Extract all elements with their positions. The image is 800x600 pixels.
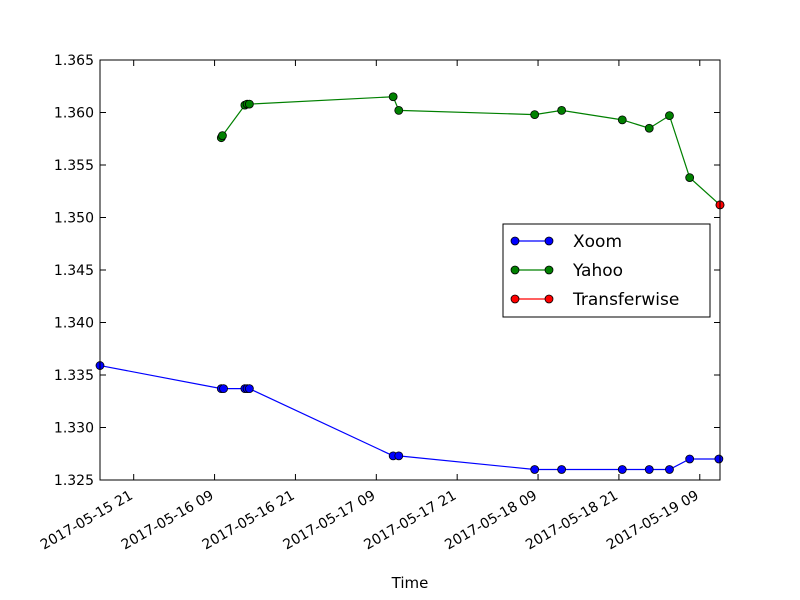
y-tick-label: 1.330 bbox=[54, 421, 94, 437]
data-point-yahoo bbox=[394, 106, 404, 115]
y-tick-label: 1.325 bbox=[54, 473, 94, 489]
legend-marker bbox=[544, 265, 554, 275]
data-point-yahoo bbox=[557, 106, 567, 115]
series-layer bbox=[95, 92, 725, 474]
legend-marker bbox=[544, 294, 554, 304]
data-point-xoom bbox=[644, 465, 654, 474]
legend-marker bbox=[510, 265, 520, 275]
data-point-xoom bbox=[617, 465, 627, 474]
y-axis: 1.325 1.330 1.335 1.340 1.345 1.350 1.355 1.360… bbox=[54, 53, 720, 489]
data-point-xoom bbox=[557, 465, 567, 474]
y-tick-label: 1.350 bbox=[54, 211, 94, 227]
x-axis-label: Time bbox=[391, 574, 429, 592]
data-point-yahoo bbox=[685, 173, 695, 183]
legend-label: Transferwise bbox=[572, 290, 679, 310]
series-line-yahoo bbox=[220, 96, 721, 206]
data-point-xoom bbox=[685, 454, 695, 464]
data-point-yahoo bbox=[218, 131, 227, 141]
data-point-yahoo bbox=[530, 110, 540, 119]
data-point-xoom bbox=[219, 384, 228, 394]
data-point-xoom bbox=[665, 465, 674, 474]
data-point-xoom bbox=[714, 454, 724, 464]
legend-marker bbox=[510, 294, 520, 304]
series-xoom bbox=[95, 361, 724, 474]
legend-item-xoom: Xoom bbox=[510, 232, 622, 252]
legend-item-transferwise: Transferwise bbox=[510, 290, 679, 310]
y-tick-label: 1.355 bbox=[54, 158, 94, 174]
legend-item-yahoo: Yahoo bbox=[510, 261, 623, 281]
series-line-xoom bbox=[99, 364, 719, 471]
x-tick-label: 2017-05-19 09 bbox=[604, 488, 702, 554]
legend-marker bbox=[544, 236, 554, 246]
data-point-xoom bbox=[530, 465, 540, 474]
data-point-xoom bbox=[394, 451, 404, 461]
data-point-yahoo bbox=[244, 99, 254, 109]
y-tick-label: 1.340 bbox=[54, 316, 94, 332]
legend-label: Yahoo bbox=[572, 261, 623, 281]
y-tick-label: 1.360 bbox=[54, 106, 94, 122]
series-yahoo bbox=[216, 92, 725, 210]
legend-marker bbox=[510, 236, 520, 246]
y-tick-label: 1.335 bbox=[54, 368, 94, 384]
data-point-yahoo bbox=[644, 123, 654, 133]
y-tick-label: 1.345 bbox=[54, 263, 94, 279]
y-tick-label: 1.365 bbox=[54, 53, 94, 69]
data-point-xoom bbox=[244, 384, 254, 394]
legend-label: Xoom bbox=[573, 232, 622, 252]
data-point-yahoo bbox=[665, 111, 674, 121]
data-point-yahoo bbox=[617, 115, 627, 125]
data-point-yahoo bbox=[388, 92, 398, 102]
legend: Xoom Yahoo Transferwise bbox=[502, 223, 711, 318]
